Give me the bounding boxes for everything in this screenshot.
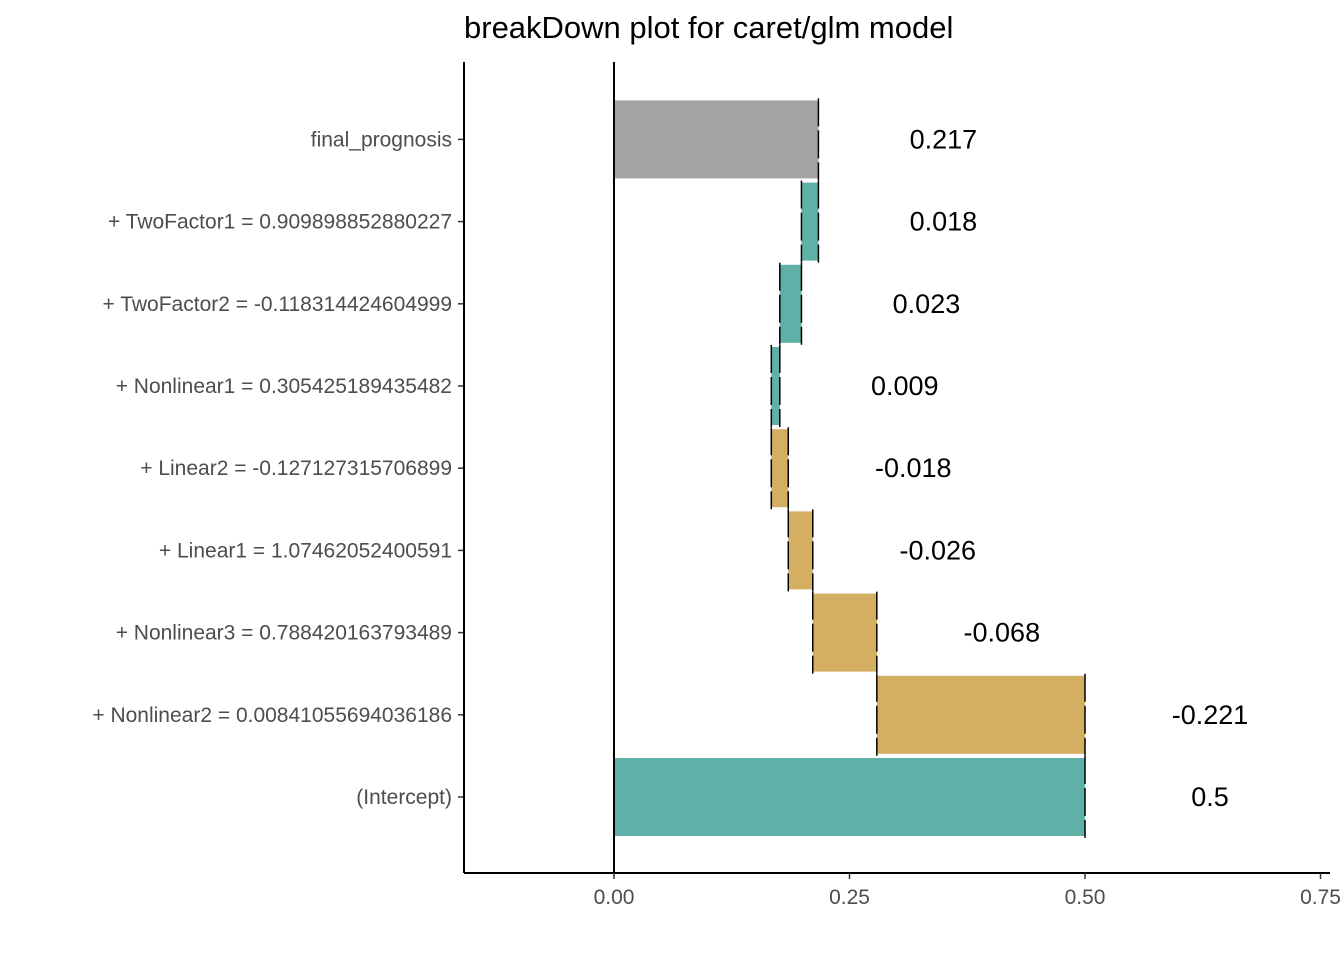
bars-layer [613, 98, 1086, 838]
y-tick-label: + Nonlinear2 = 0.00841055694036186 [92, 704, 452, 727]
bar-twofactor2-0-118314424604999 [779, 264, 802, 343]
data-label: 0.009 [871, 371, 939, 401]
bar-final-prognosis [614, 100, 819, 179]
y-tick-label: + Linear1 = 1.07462052400591 [159, 539, 452, 562]
axes-layer: (Intercept) + Nonlinear2 = 0.008410556940… [92, 62, 1341, 909]
data-label: 0.217 [910, 124, 978, 154]
y-tick-label: final_prognosis [311, 128, 452, 151]
bar-twofactor1-0-909898852880227 [801, 182, 819, 261]
data-labels-layer: 0.5 -0.221 -0.068 -0.026 -0.018 0.009 0.023 0.0… [871, 124, 1248, 812]
y-tick-label: + TwoFactor1 = 0.909898852880227 [108, 211, 452, 234]
data-label: 0.023 [893, 289, 961, 319]
y-tick-label: (Intercept) [356, 786, 452, 809]
y-tick-label: + Nonlinear1 = 0.305425189435482 [116, 375, 452, 398]
data-label: -0.018 [875, 453, 952, 483]
y-tick-label: + TwoFactor2 = -0.118314424604999 [103, 293, 453, 316]
bar-nonlinear2-0-00841055694036186 [876, 675, 1085, 754]
data-label: 0.018 [910, 207, 978, 237]
data-label: 0.5 [1191, 782, 1229, 812]
bar-linear1-1-07462052400591 [788, 511, 813, 590]
data-label: -0.026 [899, 535, 976, 565]
y-tick-label: + Nonlinear3 = 0.788420163793489 [116, 622, 452, 645]
bar-nonlinear3-0-788420163793489 [812, 593, 877, 672]
data-label: -0.221 [1172, 700, 1249, 730]
x-tick-label: 0.75 [1300, 886, 1341, 909]
x-tick-label: 0.50 [1065, 886, 1106, 909]
bar-nonlinear1-0-305425189435482 [771, 347, 780, 425]
x-tick-label: 0.00 [594, 886, 635, 909]
chart-title: breakDown plot for caret/glm model [464, 10, 953, 45]
y-tick-label: + Linear2 = -0.127127315706899 [140, 457, 452, 480]
bar-linear2-0-127127315706899 [771, 429, 789, 508]
bar-intercept [614, 758, 1085, 836]
x-tick-label: 0.25 [829, 886, 870, 909]
data-label: -0.068 [964, 618, 1041, 648]
